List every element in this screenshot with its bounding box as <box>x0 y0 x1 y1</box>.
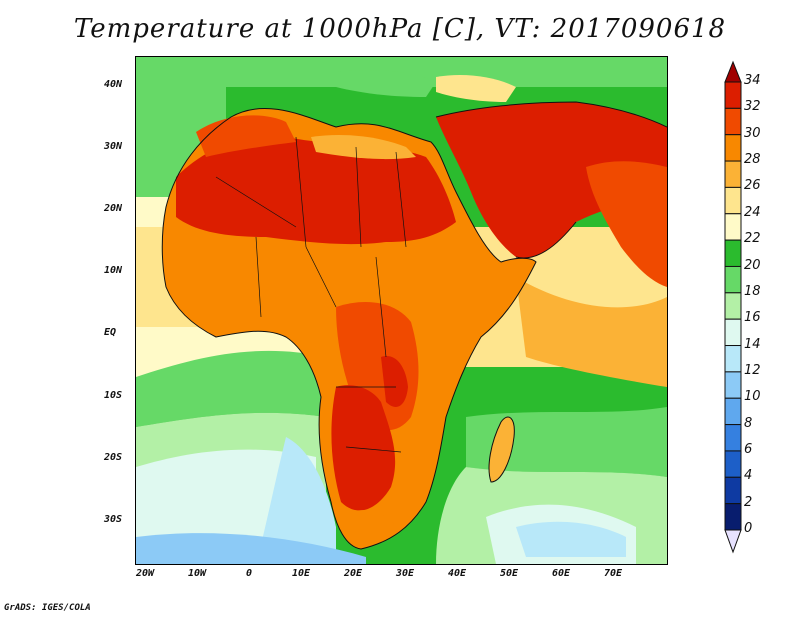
maghreb-warm <box>196 115 296 157</box>
colorbar-label: 26 <box>744 178 761 194</box>
lat-label-10s: 10S <box>104 390 123 401</box>
colorbar-cell <box>724 318 742 347</box>
madagascar-coastline <box>488 416 515 483</box>
indian-ocean-warm <box>516 277 667 387</box>
colorbar-label: 6 <box>744 441 753 457</box>
africa-coastline <box>161 108 537 550</box>
indian-ocean-cold <box>516 521 626 557</box>
indian-ocean-green <box>466 407 667 477</box>
arabia-middle-east <box>436 102 667 258</box>
country-borders <box>215 136 407 453</box>
colorbar-cell <box>724 371 742 399</box>
map-title: Temperature at 1000hPa [C], VT: 20170906… <box>73 14 727 44</box>
colorbar-label: 22 <box>744 231 761 247</box>
sahara-hot <box>176 136 456 245</box>
cape-region <box>351 510 396 543</box>
southern-africa-hot <box>331 385 396 511</box>
colorbar-cell <box>724 424 742 452</box>
grads-credit: GrADS: IGES/COLA <box>4 603 91 613</box>
colorbar-label: 16 <box>744 310 761 326</box>
temperature-field <box>136 57 667 564</box>
colorbar-cell <box>724 265 742 294</box>
colorbar-cell <box>724 186 742 215</box>
colorbar-label: 18 <box>744 283 761 299</box>
colorbar-cell <box>724 292 742 320</box>
colorbar-label: 28 <box>744 152 761 168</box>
benguela-current <box>256 437 336 564</box>
colorbar-cell <box>724 213 742 241</box>
madagascar <box>489 417 515 482</box>
colorbar-label: 34 <box>744 73 761 88</box>
colorbar-cell <box>724 160 742 188</box>
india <box>586 161 667 287</box>
turkey-region <box>436 75 516 102</box>
mediterranean-north <box>336 70 436 97</box>
lon-label-50e: 50E <box>499 568 519 579</box>
colorbar-cell <box>724 476 742 505</box>
lon-label-30e: 30E <box>395 568 415 579</box>
colorbar-label: 30 <box>744 125 761 141</box>
lat-label-30n: 30N <box>104 141 123 152</box>
asia-coastline <box>435 101 667 259</box>
colorbar-label: 2 <box>744 494 753 510</box>
colorbar-cell <box>724 107 742 136</box>
colorbar-label: 14 <box>744 336 761 352</box>
colorbar-label: 4 <box>744 468 753 484</box>
colorbar-cell <box>724 450 742 478</box>
temperature-map <box>135 56 668 565</box>
south-atlantic-green <box>136 350 326 427</box>
colorbar <box>724 60 742 554</box>
lon-label-0: 0 <box>245 568 253 579</box>
south-atlantic-cold <box>136 533 366 564</box>
colorbar-cell <box>724 134 742 162</box>
colorbar-top-arrow <box>724 60 742 83</box>
great-lakes-hot <box>381 356 408 407</box>
lon-label-40e: 40E <box>447 568 467 579</box>
colorbar-label: 20 <box>744 257 761 273</box>
lat-label-40n: 40N <box>104 79 123 90</box>
lat-label-10n: 10N <box>104 265 123 276</box>
lat-label-20n: 20N <box>104 203 123 214</box>
colorbar-bottom-arrow <box>724 529 742 554</box>
lat-label-30s: 30S <box>104 514 123 525</box>
colorbar-cell <box>724 397 742 426</box>
colorbar-label: 12 <box>744 362 761 378</box>
lon-label-20w: 20W <box>135 568 155 579</box>
colorbar-cell <box>724 503 742 531</box>
colorbar-label: 8 <box>744 415 753 431</box>
lon-label-60e: 60E <box>551 568 571 579</box>
lat-label-20s: 20S <box>104 452 123 463</box>
colorbar-label: 24 <box>744 204 761 220</box>
colorbar-label: 10 <box>744 389 761 405</box>
colorbar-cell <box>724 345 742 373</box>
lon-label-10e: 10E <box>291 568 311 579</box>
libya-coast <box>311 135 416 160</box>
colorbar-cell <box>724 239 742 267</box>
colorbar-label: 32 <box>744 99 761 115</box>
lon-label-10w: 10W <box>187 568 207 579</box>
lon-label-70e: 70E <box>603 568 623 579</box>
colorbar-label: 0 <box>744 521 753 536</box>
lat-label-eq: EQ <box>104 327 117 338</box>
lon-label-20e: 20E <box>343 568 363 579</box>
colorbar-cell <box>724 81 742 109</box>
